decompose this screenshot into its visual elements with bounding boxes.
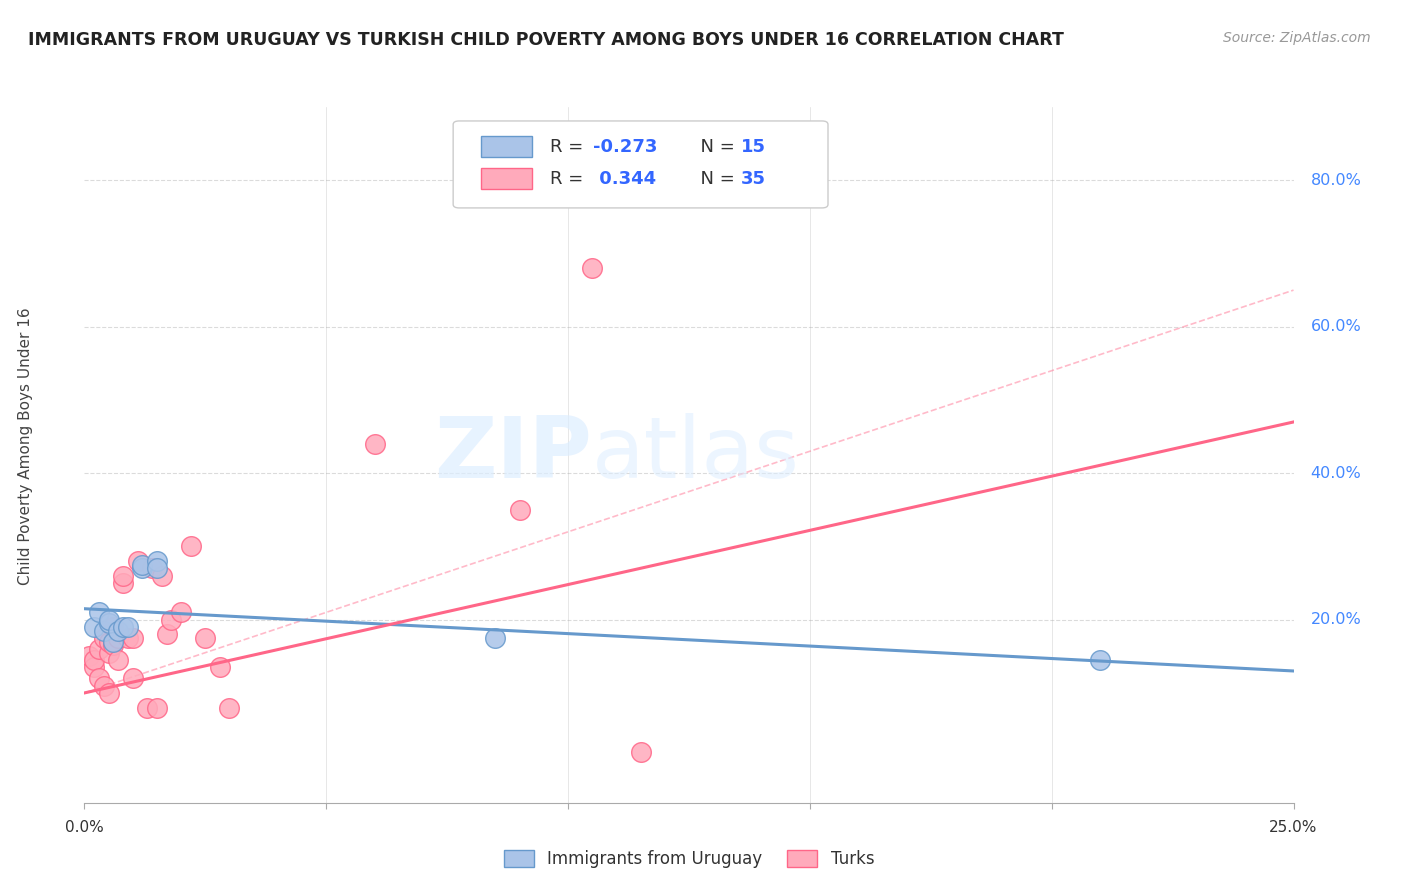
Text: 0.0%: 0.0% [65,821,104,835]
Point [83,653,105,667]
Point [160,613,183,627]
Text: R =: R = [550,169,589,187]
Point [93,679,115,693]
Point [107,653,129,667]
Point [87,671,110,685]
Point [117,620,139,634]
Point [112,620,135,634]
Point [83,620,105,634]
Point [208,660,231,674]
Point [107,624,129,638]
Text: R =: R = [550,137,589,156]
Point [509,503,531,517]
Text: Child Poverty Among Boys Under 16: Child Poverty Among Boys Under 16 [18,307,32,585]
Point [1088,653,1111,667]
Point [484,631,506,645]
Point [150,568,173,582]
Point [146,561,169,575]
Point [155,627,177,641]
Text: IMMIGRANTS FROM URUGUAY VS TURKISH CHILD POVERTY AMONG BOYS UNDER 16 CORRELATION: IMMIGRANTS FROM URUGUAY VS TURKISH CHILD… [28,31,1064,49]
Text: 40.0%: 40.0% [1310,466,1361,481]
Point [97,613,120,627]
Point [83,660,105,674]
Point [103,638,125,652]
Text: 35: 35 [741,169,766,187]
Point [131,561,153,575]
Text: 60.0%: 60.0% [1310,319,1361,334]
Point [180,540,202,554]
Point [103,620,125,634]
Point [97,634,120,648]
Text: 15: 15 [741,137,766,156]
Point [97,646,120,660]
Point [93,631,115,645]
Point [93,624,115,638]
Point [97,616,120,631]
Text: 0.344: 0.344 [593,169,657,187]
Point [103,634,125,648]
FancyBboxPatch shape [481,169,531,189]
Point [127,554,149,568]
FancyBboxPatch shape [481,136,531,157]
Text: 80.0%: 80.0% [1310,173,1361,188]
Point [363,437,385,451]
Text: 20.0%: 20.0% [1310,612,1361,627]
Point [121,631,143,645]
Point [107,631,129,645]
Point [117,631,139,645]
Point [77,649,100,664]
Point [146,554,169,568]
Point [87,642,110,657]
Text: ZIP: ZIP [434,413,592,497]
Point [136,700,159,714]
Text: -0.273: -0.273 [593,137,658,156]
Point [218,700,240,714]
Text: 25.0%: 25.0% [1270,821,1317,835]
Text: N =: N = [689,169,741,187]
Point [121,671,143,685]
Point [146,700,169,714]
Text: N =: N = [689,137,741,156]
Point [97,686,120,700]
Point [630,745,652,759]
Text: atlas: atlas [592,413,800,497]
Point [170,606,193,620]
FancyBboxPatch shape [453,121,828,208]
Legend: Immigrants from Uruguay, Turks: Immigrants from Uruguay, Turks [498,843,880,874]
Point [87,606,110,620]
Text: Source: ZipAtlas.com: Source: ZipAtlas.com [1223,31,1371,45]
Point [141,561,163,575]
Point [581,261,603,276]
Point [194,631,217,645]
Point [112,568,135,582]
Point [112,576,135,591]
Point [131,558,153,572]
